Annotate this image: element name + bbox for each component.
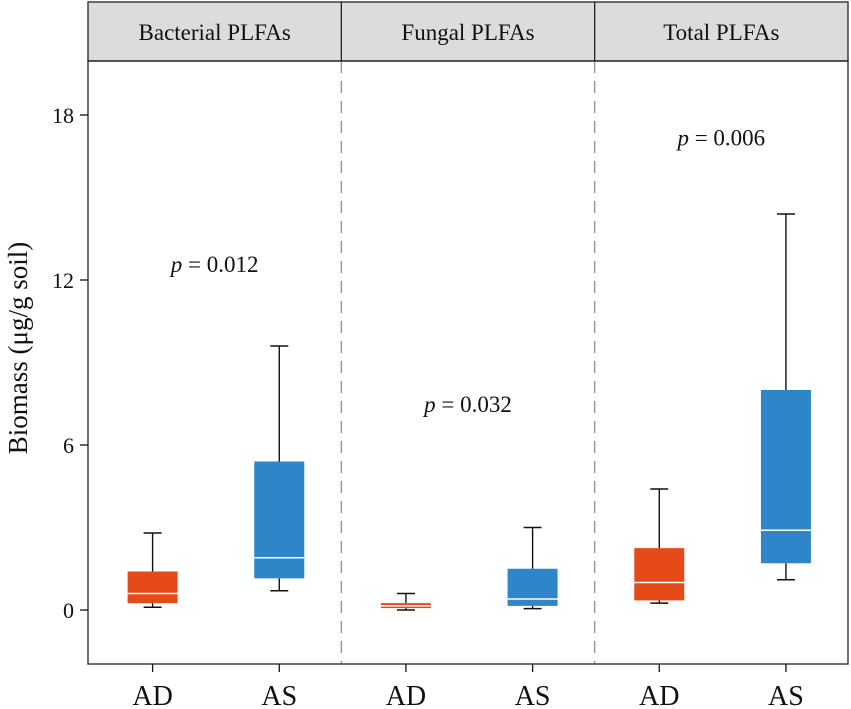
strip-header-bg bbox=[87, 1, 849, 62]
p-value-annotation: p = 0.006 bbox=[675, 125, 765, 150]
x-tick-label: AS bbox=[515, 681, 551, 709]
x-tick-label: AD bbox=[639, 681, 679, 709]
box-ad bbox=[380, 592, 431, 611]
x-tick-label: AS bbox=[261, 681, 297, 709]
box-as bbox=[507, 526, 558, 610]
box-as bbox=[760, 213, 811, 581]
box-iqr bbox=[254, 461, 305, 579]
x-tick-label: AS bbox=[768, 681, 804, 709]
panel-title: Bacterial PLFAs bbox=[139, 20, 291, 45]
y-tick-label: 18 bbox=[52, 103, 74, 128]
box-ad bbox=[634, 488, 685, 604]
panel-1: Bacterial PLFAs AD AS p = 0.012 bbox=[127, 20, 305, 709]
panel-title: Fungal PLFAs bbox=[401, 20, 534, 45]
box-iqr bbox=[634, 548, 685, 601]
box-ad bbox=[127, 532, 178, 608]
box-iqr bbox=[127, 571, 178, 604]
p-value-annotation: p = 0.032 bbox=[422, 392, 512, 417]
panel-2: Fungal PLFAs AD AS p = 0.032 bbox=[340, 2, 558, 709]
y-axis-label: Biomass (μg/g soil) bbox=[3, 242, 33, 454]
plot-frame bbox=[87, 60, 849, 665]
y-tick-label: 0 bbox=[63, 598, 74, 623]
box-iqr bbox=[760, 390, 811, 564]
panel-title: Total PLFAs bbox=[663, 20, 779, 45]
panel-3: Total PLFAs AD AS p = 0.006 bbox=[593, 2, 811, 709]
p-value-annotation: p = 0.012 bbox=[169, 252, 259, 277]
x-tick-label: AD bbox=[132, 681, 172, 709]
box-as bbox=[254, 345, 305, 592]
x-tick-label: AD bbox=[386, 681, 426, 709]
box-iqr bbox=[507, 568, 558, 606]
y-tick-label: 12 bbox=[52, 268, 74, 293]
y-tick-label: 6 bbox=[63, 433, 74, 458]
